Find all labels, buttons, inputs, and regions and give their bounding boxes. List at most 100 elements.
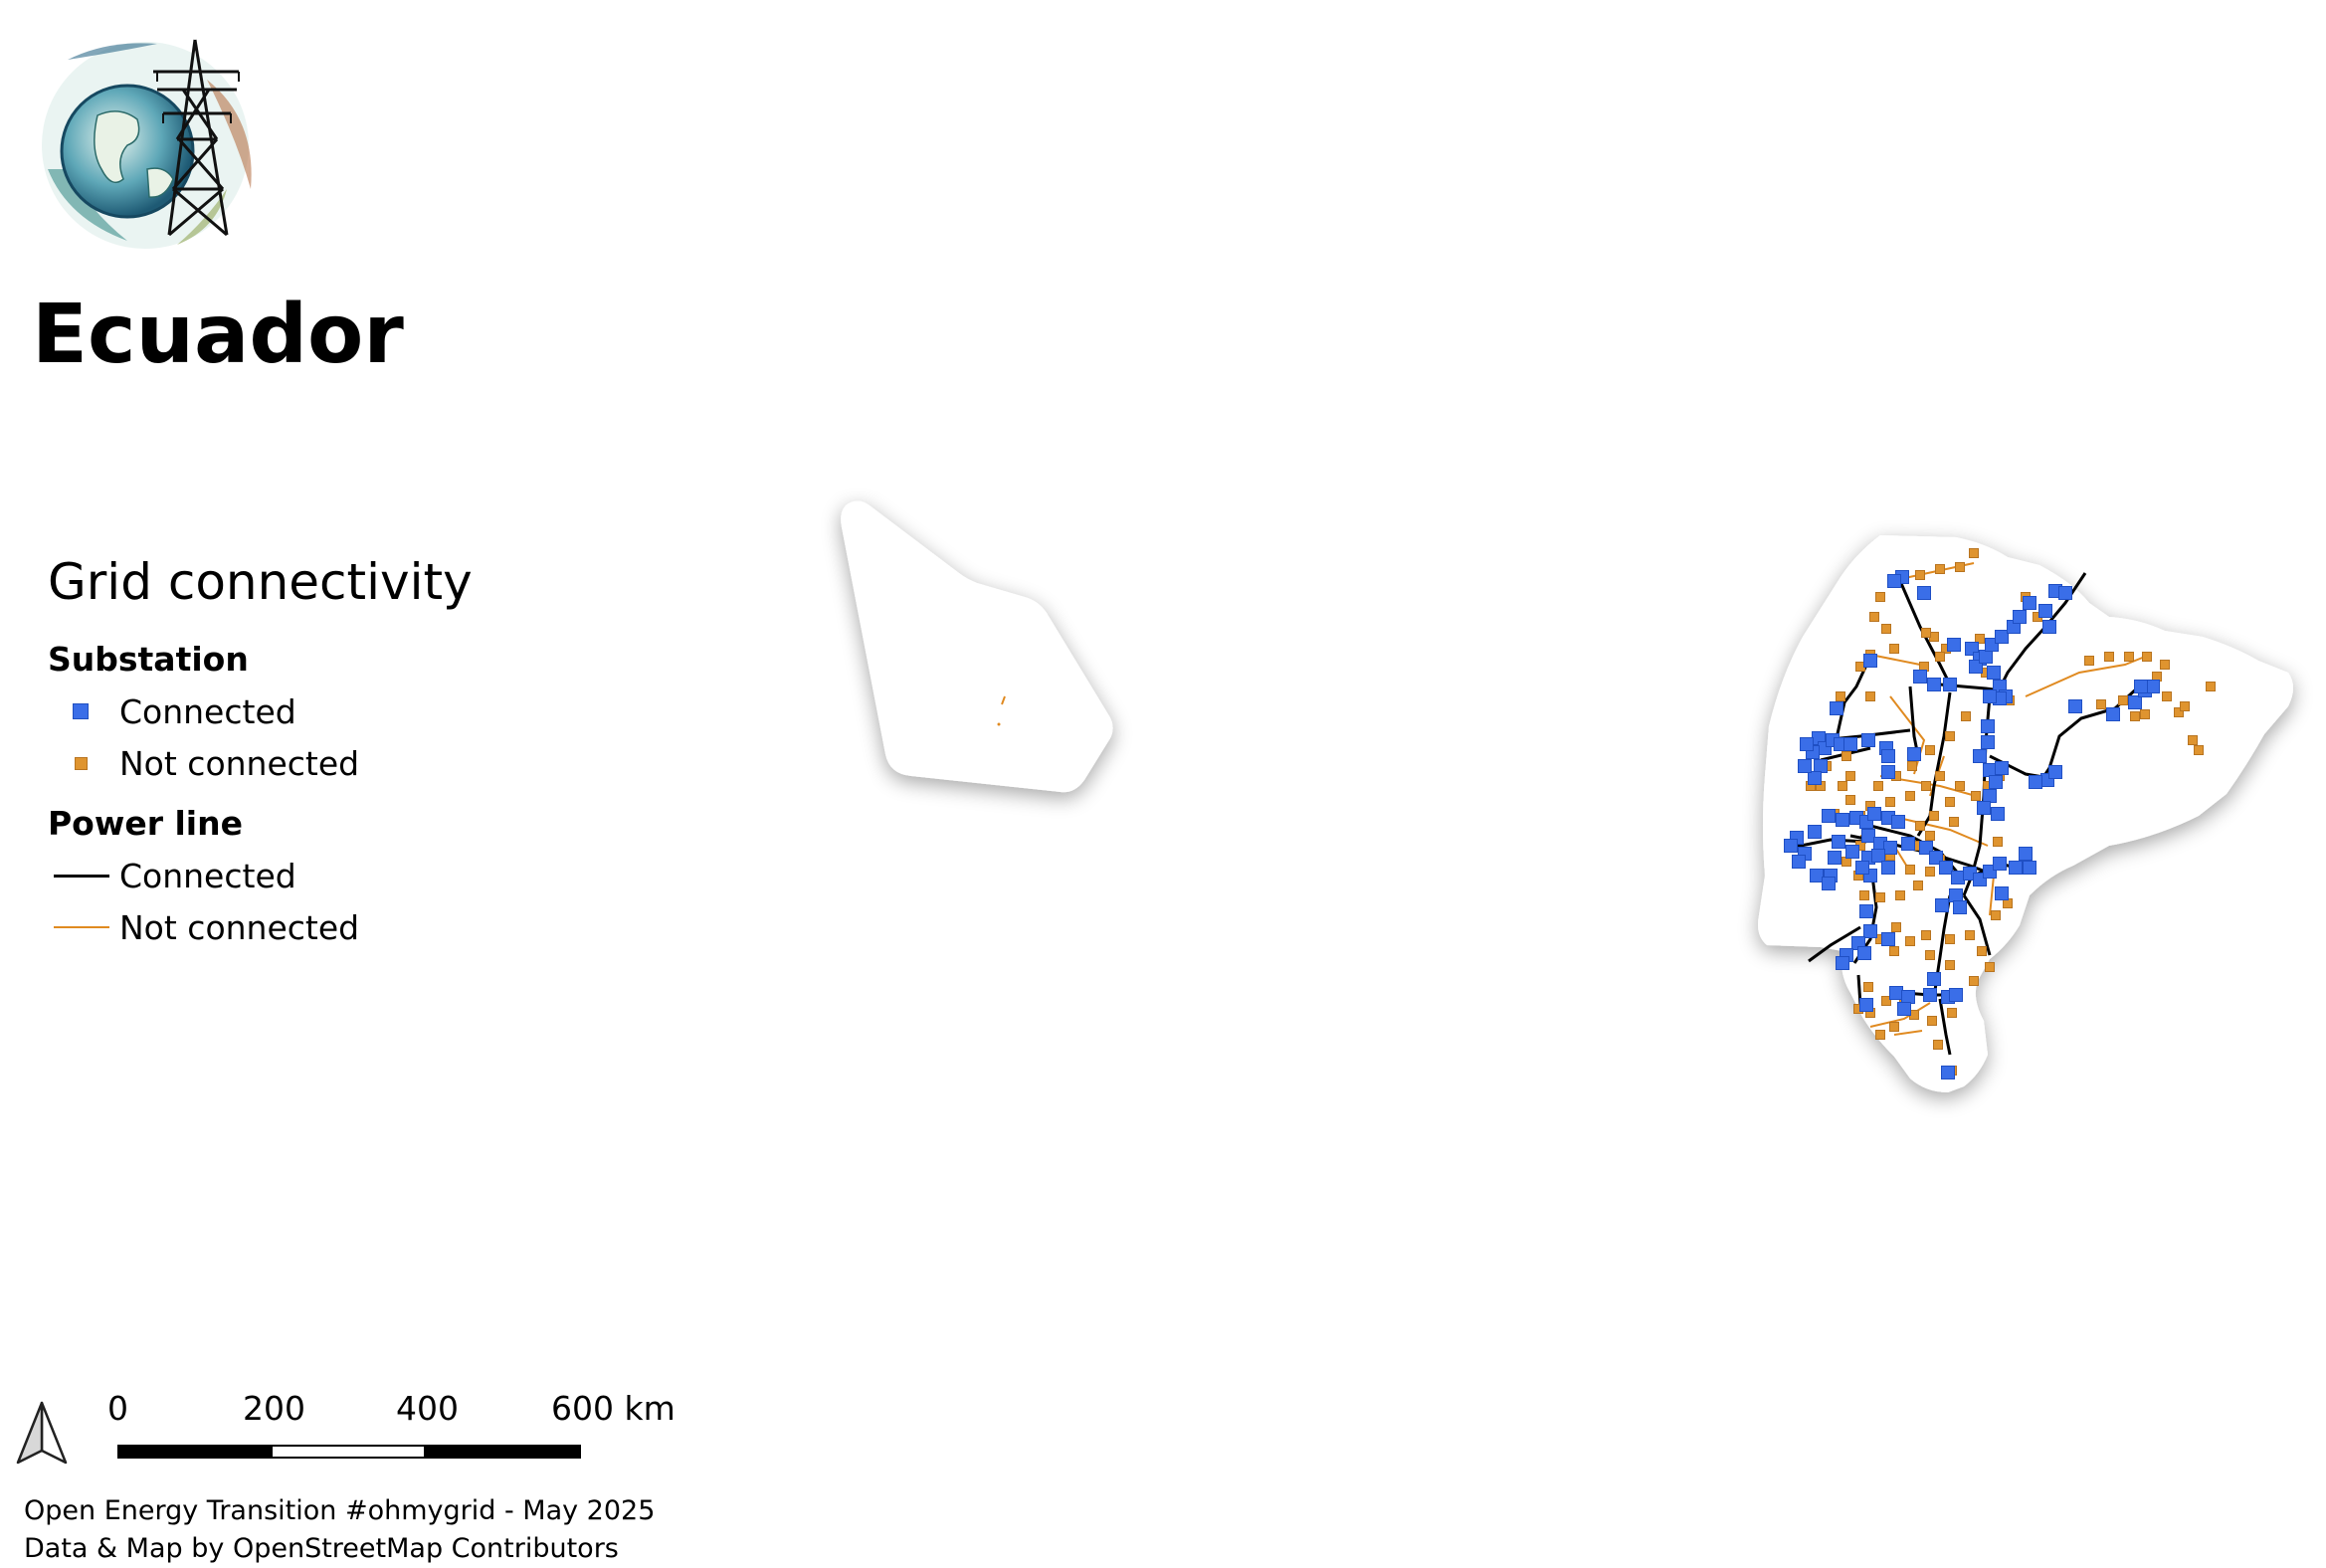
power-line-not-connected [2025, 656, 2146, 697]
substation-connected [1830, 701, 1843, 715]
substation-connected [1973, 749, 1987, 763]
substation-connected [1881, 861, 1895, 875]
substation-connected [1897, 1002, 1911, 1016]
substation-not-connected [1905, 865, 1915, 875]
scale-segment [424, 1445, 581, 1459]
substation-connected [1941, 1066, 1955, 1079]
substation-not-connected [2188, 735, 2198, 745]
substation-connected [1814, 759, 1828, 773]
substation-connected [1828, 851, 1841, 865]
substation-not-connected [2084, 656, 2094, 666]
substation-not-connected [1907, 761, 1917, 771]
substation-not-connected [1838, 781, 1847, 791]
substation-connected [1907, 747, 1921, 761]
substation-connected [1953, 900, 1967, 914]
substation-connected [1947, 638, 1961, 652]
substation-connected [1808, 771, 1822, 785]
substation-not-connected [2104, 652, 2114, 662]
substation-not-connected [1975, 634, 1985, 644]
substation-not-connected [1905, 936, 1915, 946]
substation-not-connected [1985, 962, 1995, 972]
substation-connected [1859, 904, 1873, 918]
substation-not-connected [1925, 745, 1935, 755]
substation-not-connected [1921, 781, 1931, 791]
substation-connected [1857, 946, 1871, 960]
power-line-connected [1808, 925, 1861, 963]
galapagos-minor-line [1001, 695, 1006, 705]
substation-not-connected [1977, 946, 1987, 956]
substation-not-connected [1913, 881, 1923, 890]
substation-not-connected [1836, 691, 1845, 701]
substation-connected [1995, 886, 2009, 900]
power-line-not-connected [1989, 875, 1995, 916]
substation-connected [1863, 924, 1877, 938]
substation-connected [2013, 610, 2027, 624]
substation-not-connected [1947, 1008, 1957, 1018]
substation-connected [1881, 932, 1895, 946]
power-line-connected [1790, 838, 1867, 850]
substation-not-connected [2118, 695, 2128, 705]
substation-connected [1923, 988, 1937, 1002]
substation-not-connected [1955, 562, 1965, 572]
power-line-not-connected [1869, 654, 1921, 666]
legend-power-line-heading: Power line [48, 804, 243, 843]
globe-transmission-tower-logo [42, 39, 252, 249]
substation-connected [1863, 654, 1877, 668]
substation-connected [1845, 845, 1859, 859]
substation-not-connected [2130, 711, 2140, 721]
north-arrow-icon [16, 1401, 68, 1465]
power-line-not-connected [1889, 695, 1926, 775]
substation-connected [1987, 666, 2001, 680]
substation-not-connected [1927, 1016, 1937, 1026]
substation-not-connected [1929, 811, 1939, 821]
substation-not-connected [1925, 950, 1935, 960]
substation-connected [1836, 956, 1849, 970]
transmission-tower-icon [153, 39, 240, 237]
power-line-not-connected [1893, 1030, 1923, 1036]
legend-item-substation-not-connected: Not connected [48, 737, 505, 789]
substation-not-connected [1905, 791, 1915, 801]
scale-segment [271, 1445, 426, 1459]
substation-not-connected [1945, 960, 1955, 970]
globe-continents [94, 110, 174, 198]
substation-not-connected [2124, 652, 2134, 662]
substation-connected [1859, 998, 1873, 1012]
substation-connected [1881, 749, 1895, 763]
substation-connected [1943, 678, 1957, 691]
substations-connected [1784, 570, 2160, 1079]
substation-not-connected [1915, 570, 1925, 580]
substation-not-connected [1945, 934, 1955, 944]
substation-not-connected [1991, 910, 2001, 920]
substation-not-connected [1949, 817, 1959, 827]
substation-connected [1993, 857, 2007, 871]
black-line-icon [54, 874, 109, 878]
substation-not-connected [1969, 976, 1979, 986]
substation-connected [1983, 789, 1997, 803]
substation-connected [1935, 898, 1949, 912]
substation-connected [1981, 735, 1995, 749]
scale-label-200: 200 [243, 1389, 305, 1428]
credits-line-2: Data & Map by OpenStreetMap Contributors [24, 1533, 619, 1564]
blue-square-icon [73, 703, 89, 719]
substation-not-connected [1925, 867, 1935, 877]
substation-connected [2146, 680, 2160, 693]
substation-not-connected [1969, 548, 1979, 558]
substation-connected [1981, 719, 1995, 733]
substation-connected [1949, 888, 1963, 902]
substation-not-connected [1933, 1040, 1943, 1050]
substation-connected [1939, 861, 1953, 875]
power-line-connected [1938, 998, 1952, 1056]
orange-square-icon [74, 756, 88, 770]
substation-connected [2128, 695, 2142, 709]
legend-label: Not connected [119, 907, 360, 947]
substation-connected [1836, 813, 1849, 827]
substation-connected [1887, 574, 1901, 588]
substation-not-connected [2180, 701, 2190, 711]
substation-connected [1989, 775, 2003, 789]
substation-connected [1995, 630, 2009, 644]
substation-not-connected [1935, 771, 1945, 781]
substation-not-connected [1841, 751, 1851, 761]
substation-connected [1810, 869, 1824, 882]
substation-connected [1901, 837, 1915, 851]
